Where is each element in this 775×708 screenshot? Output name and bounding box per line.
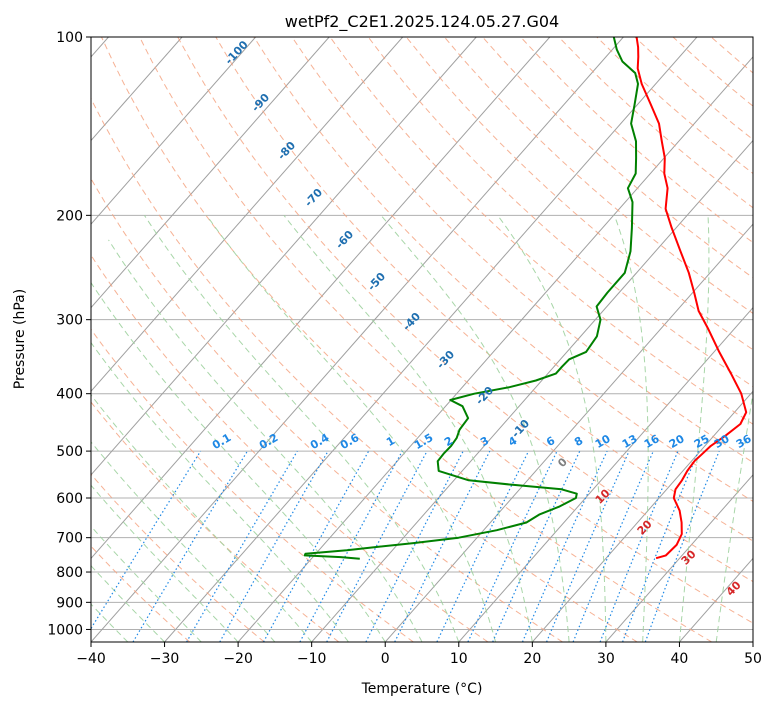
moist-adiabat-line [91,341,349,642]
y-tick-label: 200 [56,208,83,224]
isotherm-line [91,37,256,225]
mixing-ratio-line [262,450,370,642]
mixing-ratio-line [91,450,202,630]
dry-adiabat-line [91,254,489,642]
isotherm-line [91,37,404,392]
dry-adiabat-line [253,37,753,502]
x-tick-label: 0 [381,651,390,667]
background-lines [91,37,753,642]
moist-adiabat-line [91,441,276,642]
isotherm-line [91,37,477,476]
x-tick-label: 40 [671,651,689,667]
x-tick-label: 30 [597,651,615,667]
dry-adiabat-line [291,37,753,463]
y-tick-label: 100 [56,30,83,46]
dry-adiabat-line [91,97,638,642]
mixing-ratio-line [546,450,630,642]
y-tick-label: 400 [56,387,83,403]
isotherm-line [458,306,753,642]
moist-adiabat-line [91,525,202,642]
dry-adiabat-line [91,473,265,642]
dry-adiabat-line [91,328,414,642]
dry-adiabat-line [177,37,753,583]
dry-adiabat-line [101,37,713,642]
x-tick-label: −40 [76,651,106,667]
isotherm-line [605,474,753,642]
dry-adiabat-line [215,37,753,542]
dewpoint-line [303,37,639,560]
y-tick-label: 600 [56,491,83,507]
mixing-ratio-line [599,450,679,642]
mixing-ratio-line [521,450,608,642]
mixing-ratio-line [572,450,654,642]
moist-adiabat-line [380,214,570,642]
dry-adiabat-line [91,401,340,642]
y-tick-label: 800 [56,565,83,581]
isotherm-line [531,390,753,642]
dry-adiabat-line [91,545,191,642]
isotherm-line [91,37,183,142]
isotherm-line [164,37,698,642]
mixing-ratio-line [394,450,491,642]
y-tick-label: 500 [56,444,83,460]
y-tick-label: 900 [56,595,83,611]
moist-adiabat-line [715,389,753,642]
moist-adiabat-line [108,239,423,642]
isotherm-line [91,37,330,309]
isotherm-line [237,56,753,642]
moist-adiabat-line [283,214,533,642]
mixing-ratio-line [299,450,403,642]
y-axis-label: Pressure (hPa) [12,289,28,389]
moist-adiabat-line [91,394,313,642]
mixing-ratio-line [326,450,428,642]
y-tick-label: 1000 [47,622,83,638]
chart-title: wetPf2_C2E1.2025.124.05.27.G04 [285,12,559,32]
isotherm-line [91,37,624,642]
isotherm-line [384,223,753,642]
mixing-ratio-line [219,450,329,642]
axes: −40 −30 −20 −10 0 10 20 30 40 50 100 200 300 400 500 60… [47,30,762,667]
moist-adiabat-line [143,215,460,642]
x-tick-label: 50 [744,651,762,667]
mixing-ratio-line [365,450,464,642]
sounding-series [303,37,748,560]
dry-adiabat-line [367,37,753,388]
x-tick-label: −10 [297,651,327,667]
moist-adiabat-line [613,215,649,642]
dry-adiabat-line [139,37,753,624]
dry-adiabat-line [91,177,563,642]
x-tick-label: −30 [150,651,180,667]
moist-adiabat-line [206,215,497,642]
y-tick-label: 300 [56,313,83,329]
mixing-ratio-line [622,450,700,642]
moist-adiabat-line [497,215,607,642]
isotherm-line [91,37,551,560]
y-tick-label: 700 [56,531,83,547]
x-tick-label: −20 [223,651,253,667]
x-tick-label: 10 [450,651,468,667]
x-axis-label: Temperature (°C) [361,681,483,697]
x-tick-label: 20 [523,651,541,667]
dry-adiabat-line [405,37,753,351]
moist-adiabat-line [91,484,239,642]
temperature-line [635,37,748,560]
moist-adiabat-line [91,603,129,642]
moist-adiabat-line [91,281,386,642]
plot-frame [90,36,754,643]
dry-adiabat-line [329,37,753,425]
moist-adiabat-line [678,215,710,642]
mixing-ratio-line [644,450,720,642]
